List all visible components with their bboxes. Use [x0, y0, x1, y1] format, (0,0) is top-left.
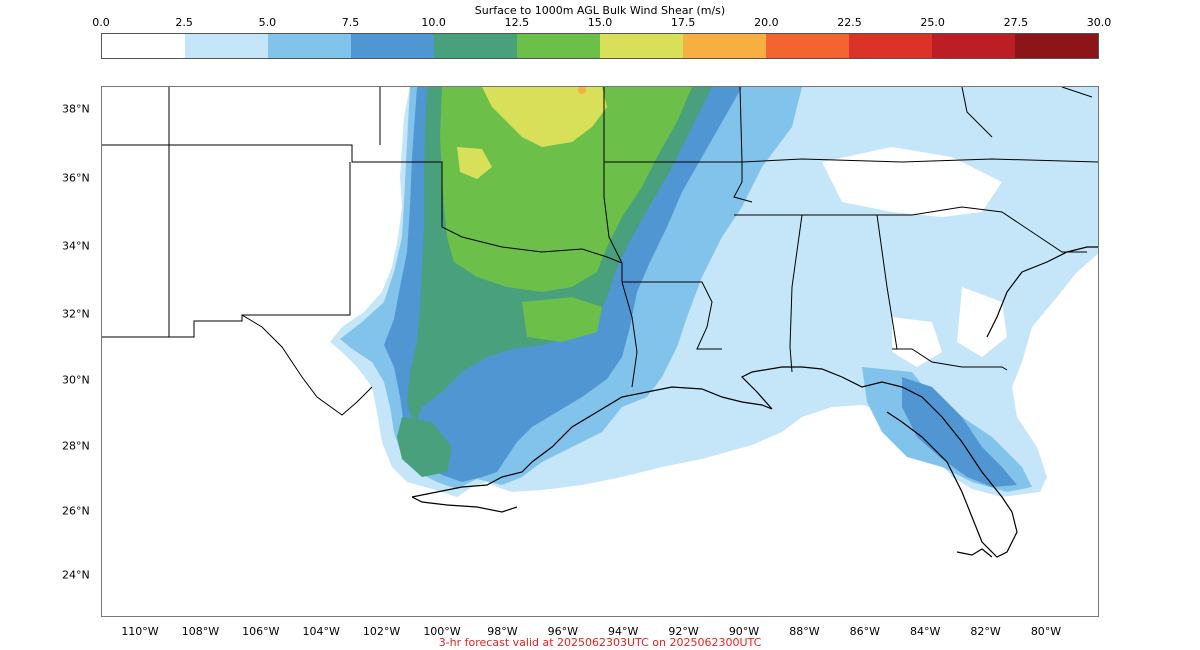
colorbar-segment [102, 34, 185, 58]
map-panel [101, 86, 1099, 617]
longitude-label: 102°W [362, 625, 401, 638]
colorbar-tick-label: 20.0 [754, 16, 779, 29]
longitude-label: 86°W [849, 625, 880, 638]
colorbar-segment [849, 34, 932, 58]
colorbar-tick-label: 30.0 [1086, 16, 1112, 29]
colorbar-segment [600, 34, 683, 58]
longitude-label: 80°W [1030, 625, 1062, 638]
shear-region-15 [482, 87, 607, 147]
colorbar-tick-label: 25.0 [920, 16, 945, 29]
colorbar-segment [1015, 34, 1098, 58]
latitude-label: 34°N [62, 239, 90, 253]
shear-region-12p5 [440, 87, 692, 292]
longitude-label: 110°W [121, 625, 159, 638]
colorbar-segment [766, 34, 849, 58]
colorbar-segment [683, 34, 766, 58]
wind-shear-map [102, 87, 1098, 558]
longitude-label: 108°W [181, 625, 220, 638]
colorbar-segment [932, 34, 1015, 58]
longitude-label: 90°W [728, 625, 760, 638]
shear-gap-east [822, 147, 1002, 217]
forecast-valid-text: 3-hr forecast valid at 2025062303UTC on … [438, 636, 762, 649]
colorbar-tick-label: 10.0 [421, 16, 446, 29]
colorbar-segment [434, 34, 517, 58]
colorbar-tick-label: 17.5 [670, 16, 696, 29]
longitude-label: 104°W [302, 625, 340, 638]
latitude-label: 30°N [62, 373, 90, 387]
longitude-label: 82°W [970, 625, 1001, 638]
colorbar [101, 33, 1099, 59]
latitude-label: 32°N [62, 307, 90, 321]
shear-gap-se [957, 287, 1007, 357]
longitude-label: 94°W [608, 625, 639, 638]
shear-region-17p5 [578, 87, 586, 94]
longitude-label: 96°W [547, 625, 578, 638]
longitude-label: 84°W [910, 625, 941, 638]
shear-region-12p5-mid [522, 297, 602, 342]
shear-region-10-s [397, 417, 452, 477]
colorbar-tick-label: 0.0 [92, 16, 110, 29]
latitude-label: 36°N [62, 171, 90, 185]
longitude-label: 106°W [242, 625, 280, 638]
longitude-label: 100°W [423, 625, 461, 638]
colorbar-tick-label: 2.5 [175, 16, 193, 29]
colorbar-tick-label: 12.5 [504, 16, 530, 29]
colorbar-tick-label: 15.0 [587, 16, 613, 29]
colorbar-segment [351, 34, 434, 58]
latitude-label: 28°N [62, 439, 90, 453]
chart-title: Surface to 1000m AGL Bulk Wind Shear (m/… [474, 4, 726, 17]
colorbar-segment [268, 34, 351, 58]
state-boundaries [102, 87, 1098, 416]
colorbar-tick-label: 22.5 [837, 16, 862, 29]
colorbar-tick-label: 27.5 [1003, 16, 1029, 29]
colorbar-tick-label: 5.0 [258, 16, 277, 29]
colorbar-tick-label: 7.5 [341, 16, 360, 29]
shear-region-15-b [457, 147, 492, 179]
coastline [411, 246, 1098, 558]
latitude-label: 26°N [62, 504, 90, 518]
shear-gap-gulf [802, 437, 892, 467]
shear-region-7p5-fl [902, 377, 1017, 487]
latitude-label: 24°N [62, 568, 90, 582]
latitude-label: 38°N [62, 102, 90, 116]
longitude-label: 92°W [668, 625, 699, 638]
colorbar-segment [185, 34, 268, 58]
longitude-label: 88°W [789, 625, 820, 638]
shear-gap-fl [892, 317, 942, 367]
longitude-label: 98°W [487, 625, 518, 638]
colorbar-segment [517, 34, 600, 58]
